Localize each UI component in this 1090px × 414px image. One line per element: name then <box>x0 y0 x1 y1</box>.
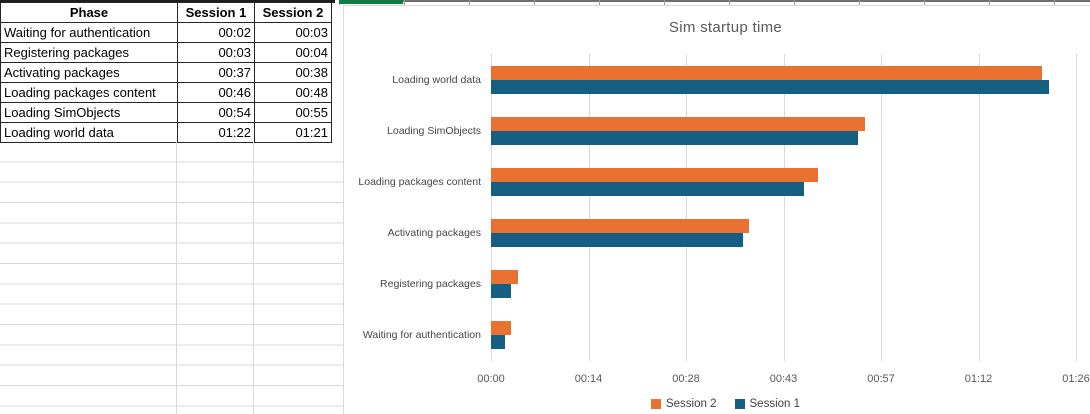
legend-item-session-2[interactable]: Session 2 <box>650 398 717 410</box>
column-header-separators <box>339 0 1090 5</box>
bar-session-2[interactable] <box>491 321 512 336</box>
category-label: Activating packages <box>387 227 481 240</box>
table-row: Activating packages 00:37 00:38 <box>0 62 332 83</box>
bar-session-2[interactable] <box>491 167 818 182</box>
table-row: Loading world data 01:22 01:21 <box>0 122 332 143</box>
session2-cell[interactable]: 00:38 <box>254 62 332 83</box>
session1-cell[interactable]: 01:22 <box>177 122 255 143</box>
x-axis-tick-label: 00:43 <box>769 373 798 385</box>
x-axis-tick-label: 01:12 <box>964 373 993 385</box>
session2-cell[interactable]: 00:04 <box>254 42 332 63</box>
gridline <box>588 54 590 361</box>
gridline <box>686 54 687 361</box>
category-label: Registering packages <box>380 278 481 291</box>
chart-title[interactable]: Sim startup time <box>668 19 783 36</box>
x-axis-tick-label: 00:14 <box>574 373 603 385</box>
gridline <box>978 54 980 361</box>
bar-session-1[interactable] <box>491 130 859 145</box>
legend-item-session-1[interactable]: Session 1 <box>734 398 801 410</box>
session1-cell[interactable]: 00:54 <box>177 102 255 123</box>
bar-session-2[interactable] <box>491 65 1042 80</box>
bar-session-1[interactable] <box>491 335 505 350</box>
phase-cell[interactable]: Loading world data <box>0 122 178 143</box>
phase-cell[interactable]: Waiting for authentication <box>0 22 178 43</box>
x-axis-tick-label: 00:00 <box>477 373 505 385</box>
table-row: Registering packages 00:03 00:04 <box>0 42 332 63</box>
column-header-phase[interactable]: Phase <box>0 2 178 23</box>
legend-label: Session 2 <box>665 398 717 410</box>
category-label: Waiting for authentication <box>362 329 481 342</box>
session1-cell[interactable]: 00:46 <box>177 82 255 103</box>
column-header-session2[interactable]: Session 2 <box>254 2 332 23</box>
phase-cell[interactable]: Activating packages <box>0 62 178 83</box>
bar-session-2[interactable] <box>491 116 866 131</box>
gridline <box>1076 54 1077 361</box>
empty-cells-grid[interactable] <box>0 142 343 414</box>
bar-session-2[interactable] <box>491 219 750 234</box>
chart-legend[interactable]: Session 2 Session 1 <box>352 398 1090 410</box>
phase-cell[interactable]: Loading SimObjects <box>0 102 178 123</box>
column-gridline <box>253 142 254 414</box>
bar-chart[interactable]: Sim startup time Session 2 Session 1 00:0… <box>343 5 1090 414</box>
x-axis-tick-label: 00:28 <box>672 373 700 385</box>
session2-cell[interactable]: 00:55 <box>254 102 332 123</box>
phase-table: Phase Session 1 Session 2 Waiting for au… <box>0 2 332 143</box>
session2-cell[interactable]: 00:48 <box>254 82 332 103</box>
table-row: Waiting for authentication 00:02 00:03 <box>0 22 332 43</box>
phase-cell[interactable]: Registering packages <box>0 42 178 63</box>
table-header-row: Phase Session 1 Session 2 <box>0 2 332 23</box>
bar-session-1[interactable] <box>491 284 512 299</box>
session2-cell[interactable]: 00:03 <box>254 22 332 43</box>
gridline <box>783 54 785 361</box>
gridline <box>491 54 492 361</box>
session1-cell[interactable]: 00:37 <box>177 62 255 83</box>
category-label: Loading packages content <box>358 175 481 188</box>
bar-session-1[interactable] <box>491 79 1049 94</box>
table-top-border <box>0 0 335 3</box>
legend-swatch <box>650 399 661 409</box>
category-label: Loading SimObjects <box>387 124 481 137</box>
legend-label: Session 1 <box>749 398 801 410</box>
x-axis-tick-label: 00:57 <box>867 373 895 385</box>
table-row: Loading packages content 00:46 00:48 <box>0 82 332 103</box>
bar-session-1[interactable] <box>491 181 804 196</box>
bar-session-1[interactable] <box>491 233 743 248</box>
column-gridline <box>176 142 177 414</box>
session2-cell[interactable]: 01:21 <box>254 122 332 143</box>
column-header-session1[interactable]: Session 1 <box>177 2 255 23</box>
legend-swatch <box>734 399 745 409</box>
bar-session-2[interactable] <box>491 270 519 285</box>
table-row: Loading SimObjects 00:54 00:55 <box>0 102 332 123</box>
x-axis-tick-label: 01:26 <box>1062 373 1090 385</box>
selected-column-highlight <box>339 0 403 4</box>
gridline <box>881 54 882 361</box>
phase-table-body: Waiting for authentication 00:02 00:03 Regi… <box>0 22 332 143</box>
category-label: Loading world data <box>392 73 481 86</box>
session1-cell[interactable]: 00:03 <box>177 42 255 63</box>
phase-cell[interactable]: Loading packages content <box>0 82 178 103</box>
session1-cell[interactable]: 00:02 <box>177 22 255 43</box>
